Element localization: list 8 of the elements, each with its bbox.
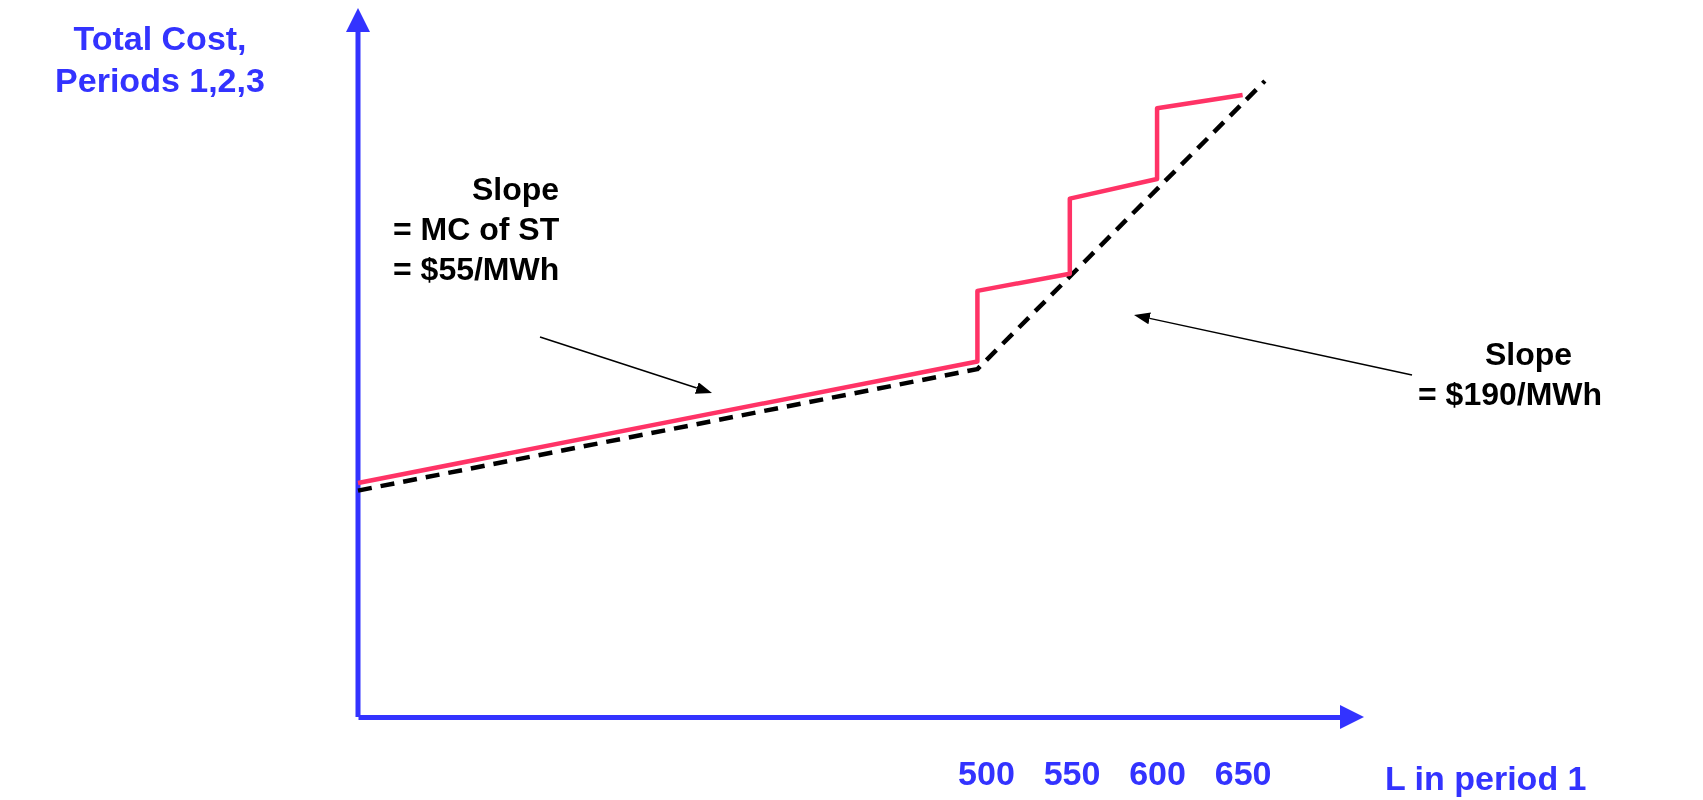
x-tick-label: 650	[1214, 754, 1272, 793]
annotation: Slope = MC of ST = $55/MWh	[393, 171, 560, 287]
x-tick-label: 500	[958, 754, 1015, 793]
x-tick-label: 550	[1043, 754, 1101, 793]
text: Slope = $190/MWh	[1418, 336, 1603, 412]
x-tick-label: 600	[1129, 754, 1186, 793]
y-axis-title: Total Cost, Periods 1,2,3	[55, 19, 265, 99]
x-axis-title: L in period 1	[1385, 759, 1587, 797]
